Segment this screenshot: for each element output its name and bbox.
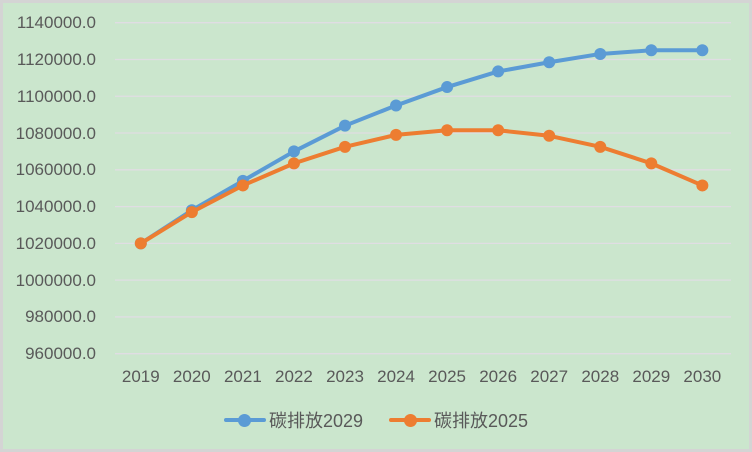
data-point-marker[interactable] [645,157,658,170]
data-point-marker[interactable] [696,44,709,57]
data-point-marker[interactable] [441,124,454,137]
data-point-marker[interactable] [543,129,556,142]
y-axis-tick-label: 1140000.0 [16,13,96,33]
x-axis-tick-label: 2023 [326,367,364,386]
y-axis-tick-label: 1020000.0 [15,233,96,253]
x-axis-tick-label: 2030 [683,367,722,386]
data-point-marker[interactable] [339,140,351,153]
data-point-marker[interactable] [287,157,300,170]
x-axis-tick-label: 2027 [530,367,569,386]
y-axis-tick-label: 960000.0 [25,344,96,364]
legend-label: 碳排放2025 [434,411,529,431]
y-axis-tick-label: 1000000.0 [15,270,96,290]
data-point-marker[interactable] [492,124,505,137]
legend-item-series-2025[interactable]: 碳排放2025 [389,407,528,433]
legend: 碳排放2029 碳排放2025 [3,405,749,435]
y-axis-tick-label: 1060000.0 [15,160,96,180]
y-axis-tick-label: 1040000.0 [15,197,96,217]
y-axis-tick-label: 1080000.0 [15,123,96,143]
data-point-marker[interactable] [390,128,403,141]
data-point-marker[interactable] [594,140,607,153]
data-point-marker[interactable] [339,119,351,132]
x-axis-tick-label: 2029 [632,367,671,386]
series-line-0[interactable] [139,48,703,246]
data-point-marker[interactable] [390,99,403,112]
legend-label: 碳排放2029 [268,411,363,431]
data-point-marker[interactable] [645,44,658,57]
data-point-marker[interactable] [287,145,300,158]
data-point-marker[interactable] [696,179,709,192]
x-axis-tick-label: 2026 [479,367,518,386]
data-point-marker[interactable] [492,65,505,78]
y-axis-tick-label: 1120000.0 [16,49,96,69]
legend-line-marker-icon [389,413,431,427]
data-point-marker[interactable] [543,56,556,69]
legend-item-series-2029[interactable]: 碳排放2029 [223,407,363,433]
data-point-marker[interactable] [185,206,198,219]
y-axis-tick-label: 1100000.0 [16,86,96,106]
data-point-marker[interactable] [594,47,607,60]
x-axis-tick-label: 2021 [223,367,262,386]
series-line-1[interactable] [139,128,704,246]
x-axis-tick-label: 2024 [377,367,415,386]
x-axis-tick-label: 2022 [275,367,313,386]
x-axis-tick-label: 2020 [172,367,211,386]
data-point-marker[interactable] [134,237,147,250]
y-axis-tick-label: 980000.0 [25,307,96,327]
legend-line-marker-icon [223,413,266,427]
x-axis-tick-label: 2025 [428,367,466,386]
x-axis-tick-label: 2019 [121,367,160,386]
x-axis-tick-label: 2028 [581,367,620,386]
data-point-marker[interactable] [441,81,454,94]
data-point-marker[interactable] [236,179,249,192]
